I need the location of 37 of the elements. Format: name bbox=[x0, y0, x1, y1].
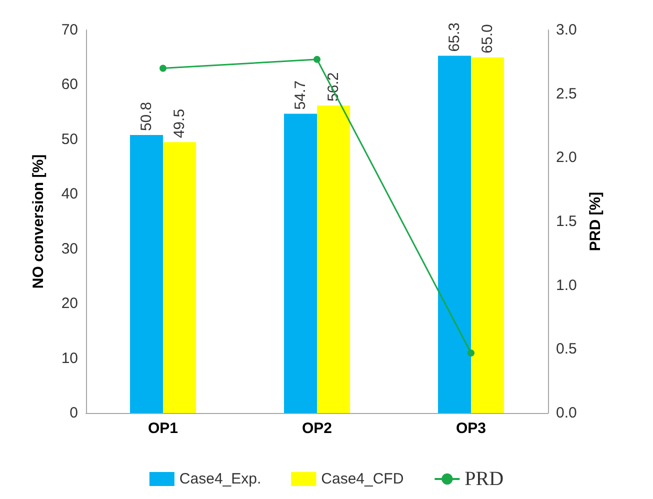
y-tick-label: 20 bbox=[61, 295, 78, 312]
bar bbox=[317, 106, 350, 413]
y2-tick-label: 0.5 bbox=[556, 340, 577, 358]
y-tick-label: 70 bbox=[61, 22, 78, 38]
y2-tick-label: 1.5 bbox=[556, 213, 577, 230]
data-label: 65.0 bbox=[479, 24, 496, 54]
x-tick-label: OP1 bbox=[148, 420, 178, 437]
legend-label: Case4_Exp. bbox=[179, 470, 262, 488]
data-label: 65.3 bbox=[446, 22, 463, 52]
y2-tick-label: 2.0 bbox=[556, 149, 577, 166]
point bbox=[314, 56, 320, 63]
legend-label: Case4_CFD bbox=[321, 470, 404, 488]
y-tick-label: 60 bbox=[61, 76, 78, 94]
x-tick-label: OP3 bbox=[456, 420, 486, 437]
legend-label: PRD bbox=[464, 468, 504, 490]
y2-tick-label: 1.0 bbox=[556, 276, 577, 294]
bar bbox=[471, 57, 504, 413]
y2-tick-label: 3.0 bbox=[556, 22, 577, 38]
bar bbox=[130, 135, 163, 413]
y2-axis-title: PRD [%] bbox=[587, 192, 604, 252]
y-tick-label: 40 bbox=[61, 186, 78, 203]
y-tick-label: 0 bbox=[70, 404, 78, 422]
y-tick-label: 50 bbox=[61, 130, 78, 148]
bar bbox=[438, 56, 471, 413]
point bbox=[160, 64, 166, 72]
data-label: 49.5 bbox=[171, 108, 188, 138]
y2-tick-label: 2.5 bbox=[556, 85, 577, 102]
y-tick-label: 30 bbox=[61, 240, 78, 258]
y-tick-label: 10 bbox=[61, 350, 78, 367]
y-axis-title: NO conversion [%] bbox=[30, 154, 47, 289]
bar bbox=[284, 114, 317, 413]
data-label: 50.8 bbox=[138, 102, 155, 132]
y2-tick-label: 0.0 bbox=[556, 404, 577, 422]
point bbox=[468, 350, 474, 356]
x-tick-label: OP2 bbox=[302, 420, 332, 437]
bar bbox=[163, 142, 196, 413]
data-label: 54.7 bbox=[292, 80, 309, 110]
